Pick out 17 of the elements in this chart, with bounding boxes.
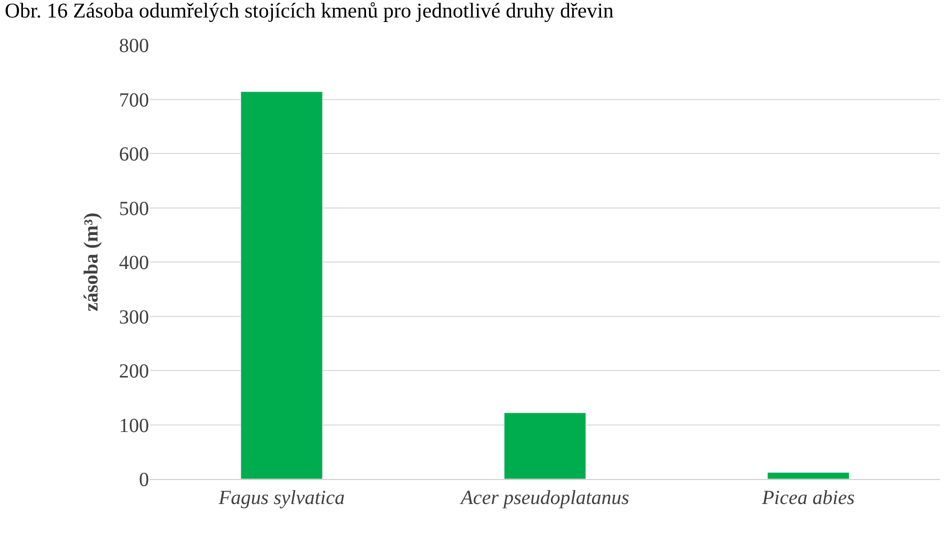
x-tick-label: Picea abies bbox=[760, 487, 855, 509]
x-tick-label: Fagus sylvatica bbox=[218, 487, 345, 509]
y-tick-label: 400 bbox=[119, 252, 149, 274]
y-tick-label: 800 bbox=[119, 35, 149, 57]
y-tick-label: 700 bbox=[119, 89, 149, 112]
y-tick-label: 500 bbox=[119, 198, 149, 220]
y-tick-label: 100 bbox=[119, 414, 149, 437]
y-axis-title: zásoba (m³) bbox=[80, 212, 102, 312]
bar bbox=[240, 91, 323, 479]
x-tick-label: Acer pseudoplatanus bbox=[458, 487, 630, 509]
y-tick-label: 300 bbox=[119, 306, 149, 328]
y-tick-label: 200 bbox=[119, 360, 149, 382]
y-tick-label: 0 bbox=[139, 469, 149, 491]
bar bbox=[504, 412, 586, 479]
bar bbox=[767, 472, 850, 479]
y-tick-label: 600 bbox=[119, 144, 149, 166]
chart-title: Obr. 16 Zásoba odumřelých stojících kmenů pro jednotlivé druhy dřevin bbox=[4, 0, 614, 22]
